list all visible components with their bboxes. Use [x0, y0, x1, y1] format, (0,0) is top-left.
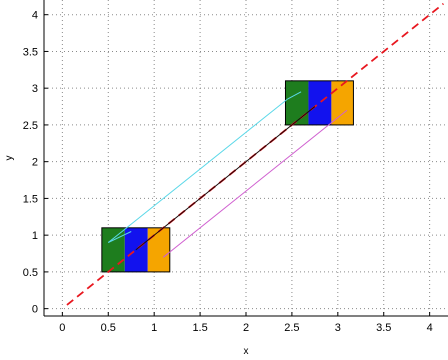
grid — [44, 0, 448, 316]
rectangles-layer — [101, 80, 354, 273]
x-tick-label-8: 4 — [427, 322, 433, 334]
series-line-1 — [107, 98, 288, 243]
x-tick-label-1: 0.5 — [101, 322, 116, 334]
overlay-layer — [108, 91, 348, 258]
series-line-3 — [163, 113, 343, 258]
x-tick-label-3: 1.5 — [192, 322, 207, 334]
rect-0-border — [101, 227, 171, 273]
rect-1-band-1 — [308, 80, 332, 125]
y-tick-label-6: 3 — [32, 83, 38, 95]
x-axis-ticks: 0 0.5 1 1.5 2 2.5 3 3.5 4 — [59, 312, 433, 334]
series-line-2 — [135, 106, 316, 251]
rect-1-band-0 — [285, 80, 309, 125]
rect-0-band-2 — [147, 227, 170, 272]
overlay-segment-2 — [287, 91, 302, 100]
x-tick-label-4: 2 — [243, 322, 249, 334]
overlay-segment-3 — [342, 109, 348, 115]
x-tick-label-2: 1 — [151, 322, 157, 334]
x-tick-label-0: 0 — [59, 322, 65, 334]
x-tick-label-6: 3 — [335, 322, 341, 334]
y-tick-label-1: 0.5 — [23, 267, 38, 279]
x-tick-label-7: 3.5 — [376, 322, 391, 334]
y-tick-label-8: 4 — [32, 10, 38, 22]
y-tick-label-7: 3.5 — [23, 46, 38, 58]
y-axis-label: y — [4, 156, 15, 161]
overlay-segment-1 — [163, 253, 169, 258]
rect-1-border — [284, 80, 354, 126]
rect-0-band-0 — [101, 227, 125, 272]
y-tick-label-2: 1 — [32, 230, 38, 242]
y-axis-ticks: 0 0.5 1 1.5 2 2.5 3 3.5 4 — [23, 10, 48, 316]
y-tick-label-0: 0 — [32, 304, 38, 316]
y-tick-label-4: 2 — [32, 157, 38, 169]
overlay-segment-0 — [108, 231, 132, 243]
x-tick-label-5: 2.5 — [284, 322, 299, 334]
series-layer — [66, 2, 444, 306]
x-axis-label: x — [244, 346, 249, 357]
rect-1-band-2 — [331, 80, 354, 125]
y-tick-label-3: 1.5 — [23, 193, 38, 205]
y-tick-label-5: 2.5 — [23, 120, 38, 132]
